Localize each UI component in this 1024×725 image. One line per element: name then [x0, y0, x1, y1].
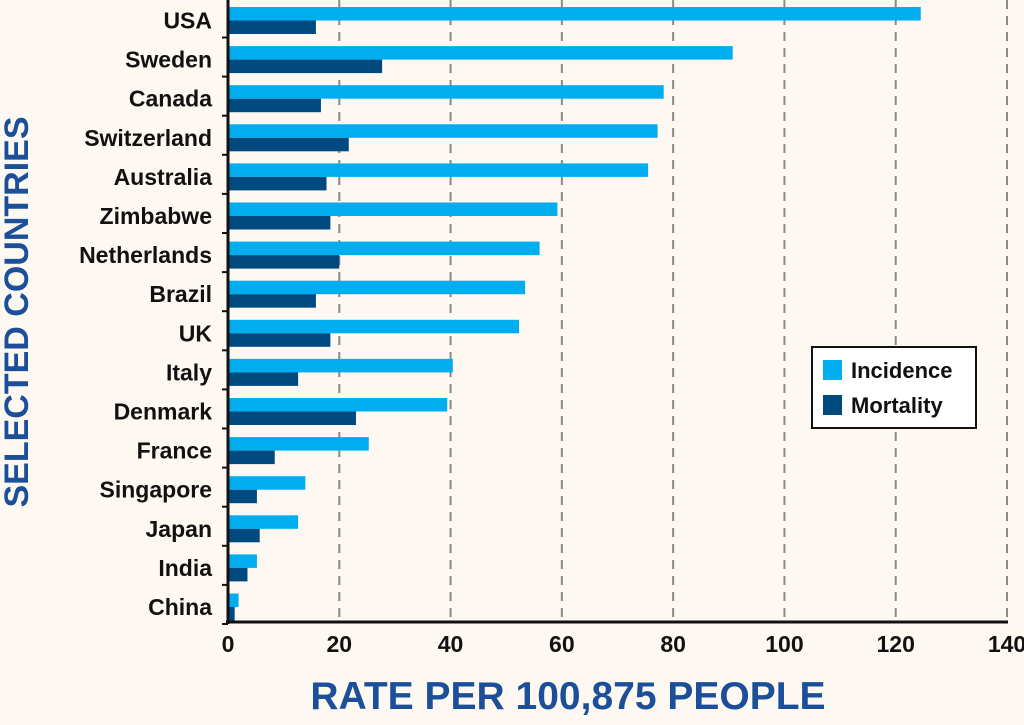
bar-mortality-uk — [228, 333, 331, 347]
bar-mortality-india — [228, 567, 248, 582]
bar-mortality-china — [228, 607, 235, 621]
category-label: UK — [179, 320, 213, 346]
bar-incidence-usa — [228, 7, 921, 21]
category-label: Netherlands — [79, 242, 212, 268]
x-axis-title: RATE PER 100,875 PEOPLE — [310, 675, 825, 718]
x-tick-label: 20 — [326, 631, 352, 657]
bar-incidence-australia — [228, 163, 649, 177]
bar-mortality-brazil — [228, 294, 316, 308]
category-label: Brazil — [149, 281, 212, 307]
category-label: Singapore — [100, 477, 212, 503]
category-label: Japan — [146, 516, 212, 542]
bar-incidence-canada — [228, 85, 664, 99]
category-label: Denmark — [114, 399, 213, 425]
bar-incidence-brazil — [228, 280, 526, 295]
bar-mortality-usa — [228, 20, 316, 34]
category-label: Australia — [114, 164, 213, 190]
category-label: Canada — [129, 86, 212, 112]
bar-mortality-japan — [228, 528, 260, 543]
x-tick-label: 0 — [222, 631, 235, 657]
bar-mortality-france — [228, 450, 275, 465]
bar-incidence-china — [228, 593, 239, 607]
bar-incidence-denmark — [228, 398, 448, 412]
bar-incidence-uk — [228, 319, 520, 334]
x-tick-label: 120 — [877, 631, 915, 657]
x-tick-label: 60 — [549, 631, 575, 657]
bar-mortality-canada — [228, 98, 321, 113]
x-tick-label: 140 — [988, 631, 1024, 657]
x-tick-label: 40 — [438, 631, 464, 657]
category-label: Sweden — [125, 47, 212, 73]
bars — [222, 7, 921, 625]
bar-mortality-italy — [228, 372, 299, 386]
x-tick-label: 80 — [660, 631, 686, 657]
bar-mortality-australia — [228, 176, 327, 191]
bar-mortality-netherlands — [228, 255, 340, 269]
bar-incidence-zimbabwe — [228, 202, 558, 216]
category-label: Zimbabwe — [100, 203, 212, 229]
bar-incidence-singapore — [228, 476, 306, 490]
y-axis-title: SELECTED COUNTRIES — [0, 116, 36, 507]
bar-incidence-india — [228, 554, 257, 568]
bar-incidence-italy — [228, 358, 453, 373]
bar-incidence-japan — [228, 515, 299, 529]
bar-mortality-denmark — [228, 411, 356, 425]
category-label: Italy — [166, 359, 212, 385]
category-label: India — [158, 555, 212, 581]
bar-incidence-france — [228, 437, 369, 451]
bar-incidence-sweden — [228, 46, 733, 60]
x-tick-labels: 0 20 40 60 80 100 120 140 — [222, 631, 1024, 657]
bar-incidence-switzerland — [228, 124, 658, 138]
bar-mortality-sweden — [228, 59, 383, 74]
bar-mortality-zimbabwe — [228, 216, 331, 230]
bar-mortality-singapore — [228, 489, 257, 504]
bar-mortality-switzerland — [228, 137, 349, 152]
category-label: USA — [163, 8, 212, 34]
category-label: Switzerland — [84, 125, 212, 151]
category-labels: USA Sweden Canada Switzerland Australia Zimba… — [79, 8, 212, 621]
bar-incidence-netherlands — [228, 241, 540, 256]
legend-swatch-incidence — [823, 360, 842, 380]
legend-label-incidence: Incidence — [851, 358, 952, 383]
legend-label-mortality: Mortality — [851, 393, 943, 418]
legend-swatch-mortality — [823, 395, 842, 415]
category-label: China — [148, 594, 212, 620]
legend: Incidence Mortality — [811, 346, 977, 429]
category-label: France — [137, 438, 212, 464]
x-tick-label: 100 — [765, 631, 803, 657]
gridlines — [338, 0, 1008, 622]
